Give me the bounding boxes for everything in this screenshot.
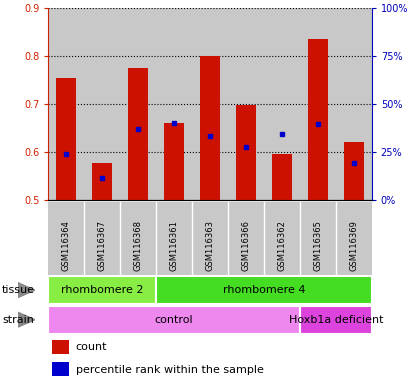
Bar — [308, 39, 328, 200]
Text: percentile rank within the sample: percentile rank within the sample — [76, 364, 264, 374]
Bar — [164, 123, 184, 200]
Bar — [300, 306, 372, 333]
Bar — [84, 8, 120, 200]
Bar — [264, 202, 300, 275]
Text: GSM116363: GSM116363 — [205, 220, 215, 271]
Text: Hoxb1a deficient: Hoxb1a deficient — [289, 314, 383, 325]
Bar — [236, 105, 256, 200]
Bar — [56, 78, 76, 200]
Bar — [336, 8, 372, 200]
Bar — [156, 8, 192, 200]
Text: strain: strain — [2, 314, 34, 325]
Bar — [84, 202, 120, 275]
Text: GSM116361: GSM116361 — [170, 220, 178, 271]
Text: GSM116366: GSM116366 — [241, 220, 250, 271]
Polygon shape — [18, 283, 35, 298]
Bar — [52, 341, 69, 354]
Bar — [156, 276, 372, 304]
Text: rhombomere 4: rhombomere 4 — [223, 285, 305, 295]
Bar — [336, 202, 372, 275]
Bar — [92, 163, 112, 200]
Bar — [52, 362, 69, 376]
Text: count: count — [76, 343, 107, 353]
Bar — [48, 8, 84, 200]
Bar — [344, 142, 364, 200]
Text: control: control — [155, 314, 193, 325]
Bar — [192, 8, 228, 200]
Text: GSM116369: GSM116369 — [349, 220, 358, 271]
Bar — [128, 68, 148, 200]
Bar — [264, 8, 300, 200]
Text: rhombomere 2: rhombomere 2 — [61, 285, 144, 295]
Bar — [48, 202, 84, 275]
Text: GSM116368: GSM116368 — [134, 220, 143, 271]
Bar — [200, 56, 220, 200]
Text: GSM116364: GSM116364 — [62, 220, 71, 271]
Bar — [120, 8, 156, 200]
Bar — [272, 154, 292, 200]
Bar — [228, 8, 264, 200]
Bar — [228, 202, 264, 275]
Bar — [120, 202, 156, 275]
Bar — [156, 202, 192, 275]
Bar — [192, 202, 228, 275]
Polygon shape — [18, 312, 35, 327]
Text: GSM116367: GSM116367 — [98, 220, 107, 271]
Bar — [48, 276, 156, 304]
Text: GSM116362: GSM116362 — [277, 220, 286, 271]
Bar — [48, 306, 300, 333]
Bar — [300, 8, 336, 200]
Bar — [300, 202, 336, 275]
Text: tissue: tissue — [2, 285, 35, 295]
Text: GSM116365: GSM116365 — [313, 220, 322, 271]
